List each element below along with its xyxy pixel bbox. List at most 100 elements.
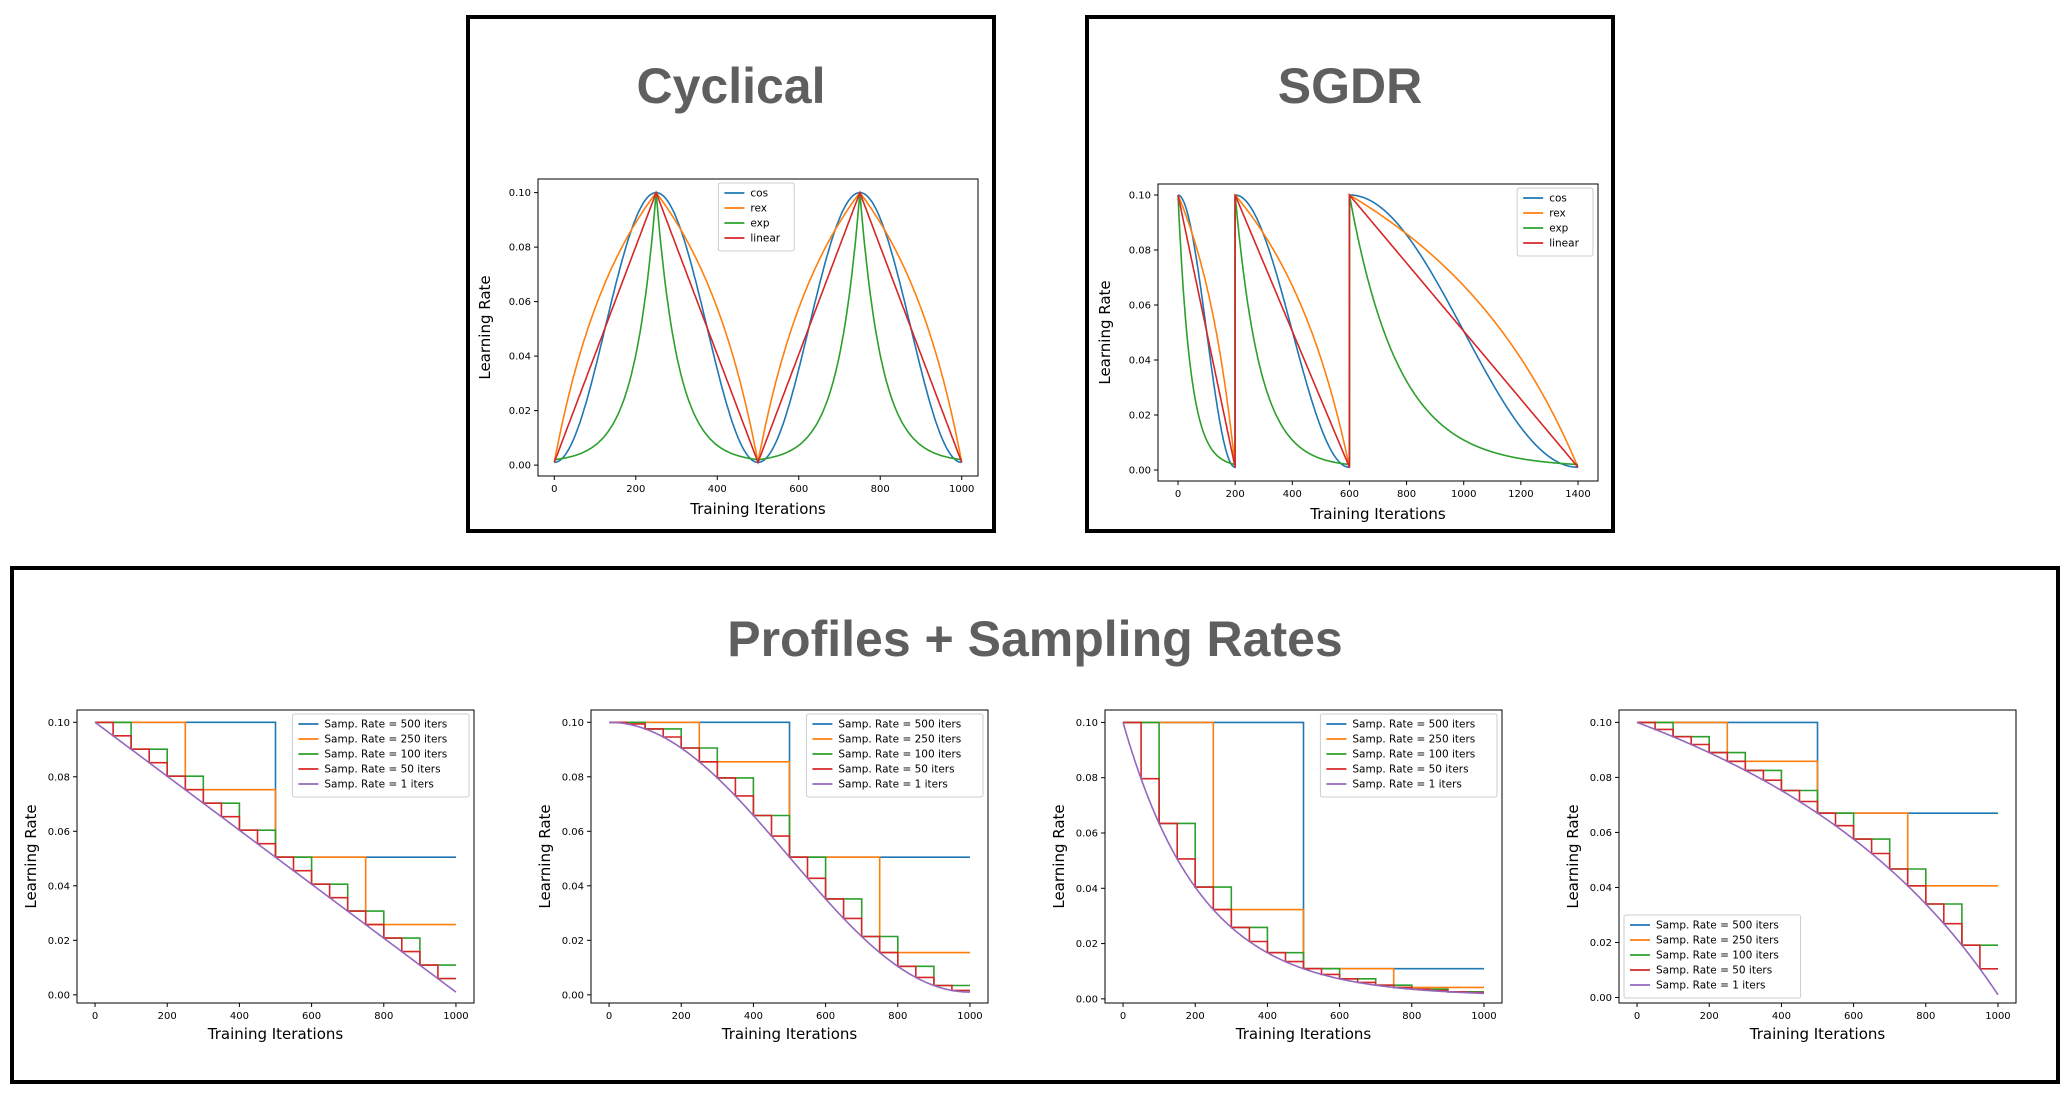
legend-entry: linear [750, 233, 780, 245]
sgdr-chart: 0 200 400 600 800 1000 1200 1400 0.00 0.02 0.04 0.0… [1096, 183, 1599, 523]
legend-box [805, 713, 984, 798]
x-tick-label: 600 [302, 1011, 321, 1022]
y-tick-label: 0.06 [562, 827, 584, 838]
x-tick-label: 800 [871, 484, 890, 495]
x-tick-label: 800 [1397, 489, 1416, 500]
x-tick-label: 0 [551, 484, 557, 495]
legend-entry: exp [1549, 223, 1568, 235]
legend-entry: linear [1549, 238, 1579, 250]
x-axis-label: Training Iterations [1235, 1025, 1372, 1043]
series-line-3 [1637, 721, 1998, 970]
y-tick-label: 0.10 [1076, 718, 1098, 729]
y-tick-label: 0.04 [1076, 884, 1098, 895]
plot-frame [1618, 709, 2017, 1004]
x-tick-label: 200 [158, 1011, 177, 1022]
y-axis-label: Learning Rate [22, 804, 40, 908]
legend-entry: exp [750, 218, 769, 230]
series-line-3 [553, 190, 963, 465]
cyclical-chart: 0 200 400 600 800 1000 0.00 0.02 0.04 0.06 0.08 0.1… [476, 178, 979, 518]
y-tick-label: 0.04 [48, 881, 70, 892]
plot-frame [76, 709, 475, 1004]
y-tick-label: 0.00 [48, 990, 70, 1001]
series-line-0 [1177, 194, 1579, 469]
plot-frame [1104, 709, 1503, 1004]
series-line-4 [94, 721, 457, 993]
x-tick-label: 400 [744, 1011, 763, 1022]
plot-frame [590, 709, 989, 1004]
cyclical-panel-title: Cyclical [636, 58, 826, 114]
x-tick-label: 0 [1634, 1011, 1640, 1022]
x-tick-label: 800 [1916, 1011, 1935, 1022]
x-tick-label: 400 [230, 1011, 249, 1022]
legend-entry: Samp. Rate = 100 iters [1656, 950, 1779, 962]
y-tick-label: 0.08 [1590, 773, 1612, 784]
x-tick-label: 400 [708, 484, 727, 495]
legend-entry: rex [750, 203, 767, 215]
y-tick-label: 0.04 [562, 881, 584, 892]
y-tick-label: 0.08 [509, 243, 531, 254]
y-axis-label: Learning Rate [1096, 280, 1114, 384]
y-tick-label: 0.04 [1590, 883, 1612, 894]
x-tick-label: 200 [1226, 489, 1245, 500]
legend-entry: Samp. Rate = 250 iters [1656, 935, 1779, 947]
x-tick-label: 1000 [443, 1011, 468, 1022]
legend: cos rex exp linear [1516, 187, 1594, 257]
x-axis-label: Training Iterations [721, 1025, 858, 1043]
x-tick-label: 200 [1700, 1011, 1719, 1022]
y-tick-label: 0.08 [48, 772, 70, 783]
y-tick-label: 0.10 [509, 188, 531, 199]
legend-entry: Samp. Rate = 1 iters [838, 779, 948, 791]
x-tick-label: 200 [672, 1011, 691, 1022]
series-line-3 [95, 721, 456, 980]
series-line-1 [1177, 192, 1579, 468]
y-tick-label: 0.00 [1129, 466, 1151, 477]
legend-entry: Samp. Rate = 250 iters [1352, 734, 1475, 746]
x-axis-label: Training Iterations [1749, 1025, 1886, 1043]
x-axis-label: Training Iterations [1309, 505, 1446, 523]
x-tick-label: 1000 [1451, 489, 1476, 500]
legend-entry: Samp. Rate = 50 iters [1656, 965, 1772, 977]
x-tick-label: 400 [1772, 1011, 1791, 1022]
plot-frame [537, 178, 979, 477]
legend: Samp. Rate = 500 iters Samp. Rate = 250 i… [1623, 914, 1802, 999]
legend-entry: Samp. Rate = 250 iters [838, 734, 961, 746]
x-tick-label: 0 [606, 1011, 612, 1022]
plot-frame [1157, 183, 1599, 482]
series-line-3 [609, 721, 970, 992]
x-tick-label: 1400 [1565, 489, 1590, 500]
x-tick-label: 0 [1120, 1011, 1126, 1022]
legend-box [1319, 713, 1498, 798]
y-tick-label: 0.10 [1129, 191, 1151, 202]
sampling-exp-chart: 0 200 400 600 800 1000 0.00 0.02 0.04 0.06 0.08 0.1… [1050, 709, 1503, 1043]
y-tick-label: 0.06 [509, 297, 531, 308]
x-tick-label: 600 [789, 484, 808, 495]
legend-entry: Samp. Rate = 100 iters [1352, 749, 1475, 761]
x-tick-label: 1200 [1508, 489, 1533, 500]
sampling-cos-chart: 0 200 400 600 800 1000 0.00 0.02 0.04 0.06 0.08 0.1… [536, 709, 989, 1043]
series-line-2 [1177, 194, 1578, 466]
legend: Samp. Rate = 500 iters Samp. Rate = 250 i… [1319, 713, 1498, 798]
legend-entry: Samp. Rate = 100 iters [324, 749, 447, 761]
legend: Samp. Rate = 500 iters Samp. Rate = 250 i… [291, 713, 470, 798]
x-tick-label: 600 [1844, 1011, 1863, 1022]
legend-box [717, 182, 795, 252]
series-line-4 [1122, 722, 1485, 995]
series-line-2 [554, 192, 962, 461]
series-line-4 [609, 721, 970, 993]
y-tick-label: 0.02 [509, 406, 531, 417]
y-tick-label: 0.00 [509, 461, 531, 472]
y-axis-label: Learning Rate [476, 275, 494, 379]
series-line-3 [1177, 192, 1579, 468]
x-axis-label: Training Iterations [689, 500, 826, 518]
series-line-4 [1636, 721, 1999, 996]
x-tick-label: 1000 [949, 484, 974, 495]
legend-entry: Samp. Rate = 50 iters [324, 764, 440, 776]
x-tick-label: 800 [1402, 1011, 1421, 1022]
x-tick-label: 200 [1186, 1011, 1205, 1022]
legend-entry: Samp. Rate = 500 iters [1656, 920, 1779, 932]
x-tick-label: 800 [888, 1011, 907, 1022]
x-tick-label: 1000 [1985, 1011, 2010, 1022]
sgdr-panel-title: SGDR [1277, 58, 1423, 114]
legend-entry: Samp. Rate = 50 iters [838, 764, 954, 776]
legend-entry: Samp. Rate = 100 iters [838, 749, 961, 761]
